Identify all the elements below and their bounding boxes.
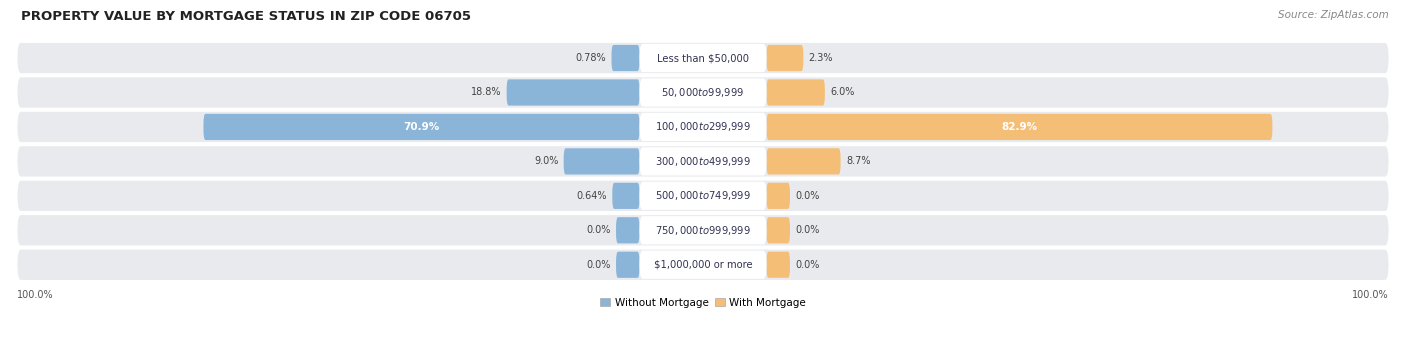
FancyBboxPatch shape bbox=[640, 182, 766, 210]
Text: Source: ZipAtlas.com: Source: ZipAtlas.com bbox=[1278, 10, 1389, 20]
FancyBboxPatch shape bbox=[766, 252, 790, 278]
Text: 6.0%: 6.0% bbox=[830, 87, 855, 98]
FancyBboxPatch shape bbox=[17, 43, 1389, 73]
FancyBboxPatch shape bbox=[766, 45, 803, 71]
FancyBboxPatch shape bbox=[766, 217, 790, 243]
FancyBboxPatch shape bbox=[204, 114, 640, 140]
Text: 0.0%: 0.0% bbox=[796, 191, 820, 201]
Text: $500,000 to $749,999: $500,000 to $749,999 bbox=[655, 189, 751, 202]
FancyBboxPatch shape bbox=[17, 250, 1389, 280]
FancyBboxPatch shape bbox=[616, 217, 640, 243]
FancyBboxPatch shape bbox=[506, 79, 640, 106]
FancyBboxPatch shape bbox=[640, 216, 766, 244]
Text: $50,000 to $99,999: $50,000 to $99,999 bbox=[661, 86, 745, 99]
FancyBboxPatch shape bbox=[17, 77, 1389, 108]
FancyBboxPatch shape bbox=[640, 78, 766, 107]
Text: $750,000 to $999,999: $750,000 to $999,999 bbox=[655, 224, 751, 237]
FancyBboxPatch shape bbox=[17, 181, 1389, 211]
Text: 0.0%: 0.0% bbox=[796, 225, 820, 235]
Text: 0.64%: 0.64% bbox=[576, 191, 607, 201]
Text: $300,000 to $499,999: $300,000 to $499,999 bbox=[655, 155, 751, 168]
FancyBboxPatch shape bbox=[640, 251, 766, 279]
FancyBboxPatch shape bbox=[640, 113, 766, 141]
Text: $1,000,000 or more: $1,000,000 or more bbox=[654, 260, 752, 270]
Text: Less than $50,000: Less than $50,000 bbox=[657, 53, 749, 63]
Text: 100.0%: 100.0% bbox=[17, 290, 53, 300]
Text: 0.0%: 0.0% bbox=[796, 260, 820, 270]
FancyBboxPatch shape bbox=[564, 148, 640, 174]
Text: 100.0%: 100.0% bbox=[1353, 290, 1389, 300]
FancyBboxPatch shape bbox=[17, 112, 1389, 142]
Text: 8.7%: 8.7% bbox=[846, 156, 870, 166]
Text: 82.9%: 82.9% bbox=[1001, 122, 1038, 132]
FancyBboxPatch shape bbox=[17, 146, 1389, 176]
FancyBboxPatch shape bbox=[613, 183, 640, 209]
FancyBboxPatch shape bbox=[766, 183, 790, 209]
FancyBboxPatch shape bbox=[612, 45, 640, 71]
Text: $100,000 to $299,999: $100,000 to $299,999 bbox=[655, 120, 751, 133]
Text: 18.8%: 18.8% bbox=[471, 87, 502, 98]
Text: 0.0%: 0.0% bbox=[586, 260, 610, 270]
FancyBboxPatch shape bbox=[640, 147, 766, 175]
Text: 0.0%: 0.0% bbox=[586, 225, 610, 235]
Text: 2.3%: 2.3% bbox=[808, 53, 834, 63]
FancyBboxPatch shape bbox=[766, 114, 1272, 140]
Text: 0.78%: 0.78% bbox=[575, 53, 606, 63]
FancyBboxPatch shape bbox=[17, 215, 1389, 245]
FancyBboxPatch shape bbox=[640, 44, 766, 72]
Text: 9.0%: 9.0% bbox=[534, 156, 558, 166]
Text: PROPERTY VALUE BY MORTGAGE STATUS IN ZIP CODE 06705: PROPERTY VALUE BY MORTGAGE STATUS IN ZIP… bbox=[21, 10, 471, 23]
Text: 70.9%: 70.9% bbox=[404, 122, 440, 132]
FancyBboxPatch shape bbox=[766, 79, 825, 106]
Legend: Without Mortgage, With Mortgage: Without Mortgage, With Mortgage bbox=[596, 294, 810, 312]
FancyBboxPatch shape bbox=[616, 252, 640, 278]
FancyBboxPatch shape bbox=[766, 148, 841, 174]
